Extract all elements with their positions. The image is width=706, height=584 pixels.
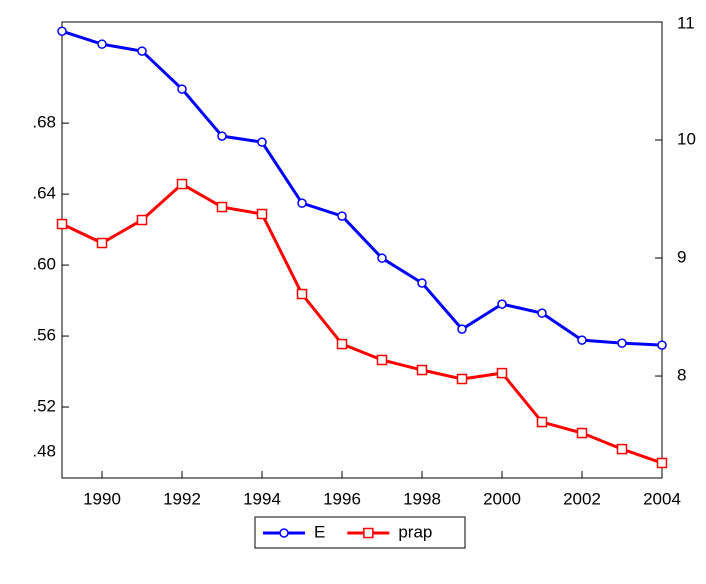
series-line xyxy=(61,29,663,347)
data-point xyxy=(576,427,588,439)
data-point xyxy=(417,278,427,288)
legend-marker xyxy=(363,527,374,539)
x-tick-label: 1992 xyxy=(163,489,201,508)
y-tick-label: .48 xyxy=(32,441,56,460)
y-tick-label: .52 xyxy=(32,397,56,416)
x-tick-label: 1994 xyxy=(243,489,281,508)
data-point xyxy=(217,131,227,141)
x-tick-label: 2002 xyxy=(563,489,601,508)
y2-tick-label: 9 xyxy=(677,248,686,267)
data-point xyxy=(97,39,107,49)
x-tick-label: 2004 xyxy=(643,489,681,508)
data-point xyxy=(496,367,508,379)
data-point xyxy=(456,373,468,385)
legend-label: E xyxy=(314,522,325,541)
y2-tick-label: 11 xyxy=(677,13,695,32)
y-tick-label: .68 xyxy=(32,113,56,132)
data-point xyxy=(416,364,428,376)
data-point xyxy=(377,253,387,263)
y-tick-label: .60 xyxy=(32,255,56,274)
x-tick-label: 2000 xyxy=(483,489,521,508)
data-point xyxy=(337,211,347,221)
data-point xyxy=(177,84,187,94)
data-point xyxy=(297,198,307,208)
data-point xyxy=(617,338,627,348)
x-tick-label: 1998 xyxy=(403,489,441,508)
data-point xyxy=(216,201,228,213)
plot-frame xyxy=(61,21,663,479)
data-point xyxy=(536,416,548,428)
x-tick-label: 1990 xyxy=(83,489,121,508)
data-point xyxy=(96,237,108,249)
data-point xyxy=(176,178,188,190)
data-point xyxy=(537,308,547,318)
data-point xyxy=(457,324,467,334)
y2-tick-label: 8 xyxy=(677,366,686,385)
data-point xyxy=(376,354,388,366)
x-tick-label: 1996 xyxy=(323,489,361,508)
data-point xyxy=(257,137,267,147)
data-point xyxy=(497,299,507,309)
y2-tick-label: 10 xyxy=(677,129,696,148)
y-tick-label: .56 xyxy=(32,326,56,345)
data-point xyxy=(577,335,587,345)
series-line xyxy=(61,182,663,465)
data-point xyxy=(616,443,628,455)
data-point xyxy=(656,457,668,469)
data-point xyxy=(657,340,667,350)
data-point xyxy=(256,208,268,220)
data-point xyxy=(137,46,147,56)
y-tick-label: .64 xyxy=(32,184,56,203)
data-point xyxy=(296,288,308,300)
data-point xyxy=(136,214,148,226)
data-point xyxy=(56,218,68,230)
data-point xyxy=(57,26,67,36)
legend-label: prap xyxy=(398,522,432,541)
data-point xyxy=(336,338,348,350)
legend-marker xyxy=(279,528,289,538)
